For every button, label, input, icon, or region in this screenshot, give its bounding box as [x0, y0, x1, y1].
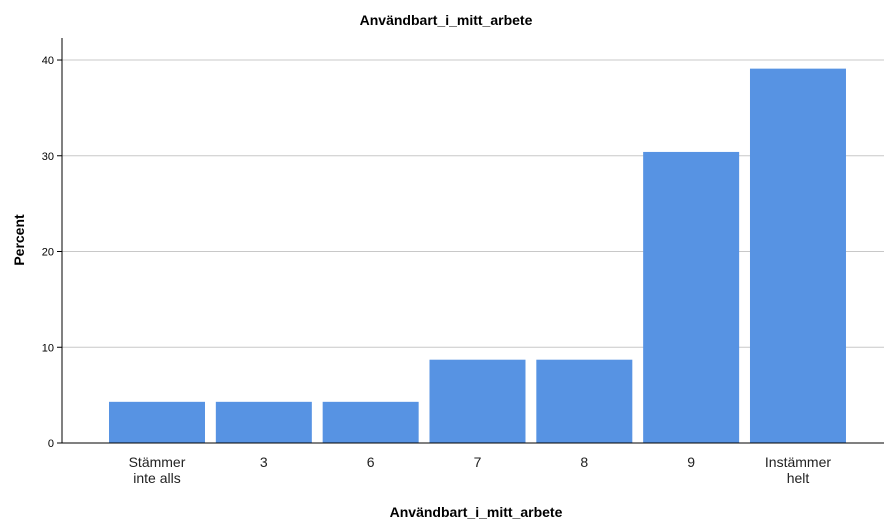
bar: [109, 401, 205, 443]
gridlines: [62, 59, 884, 348]
y-tick-labels: 0 10 20 30 40: [42, 55, 62, 450]
bar: [536, 359, 633, 443]
y-tick-label: 30: [42, 151, 54, 163]
x-tick-label: Instämmer helt: [765, 454, 831, 486]
x-axis-title: Användbart_i_mitt_arbete: [390, 504, 563, 520]
x-tick-labels: Stämmer inte alls 3 6 7 8 9 Instämmer helt: [129, 454, 832, 486]
axes: [61, 38, 884, 444]
bar: [429, 359, 526, 443]
y-tick-label: 40: [42, 55, 54, 67]
bar: [322, 401, 419, 443]
y-tick-label: 0: [48, 438, 54, 450]
x-tick-label: 3: [260, 454, 268, 470]
x-tick-label: 6: [367, 454, 375, 470]
chart-title: Användbart_i_mitt_arbete: [360, 12, 533, 28]
x-tick-label: 7: [474, 454, 482, 470]
y-axis-title: Percent: [11, 214, 27, 266]
y-tick-label: 20: [42, 247, 54, 259]
bar: [215, 401, 312, 443]
bar: [643, 151, 740, 444]
y-tick-label: 10: [42, 342, 54, 354]
x-tick-label: 8: [580, 454, 588, 470]
x-tick-label: Stämmer inte alls: [129, 454, 186, 486]
bar: [749, 68, 846, 443]
x-tick-label: 9: [687, 454, 695, 470]
bars: [109, 68, 846, 444]
